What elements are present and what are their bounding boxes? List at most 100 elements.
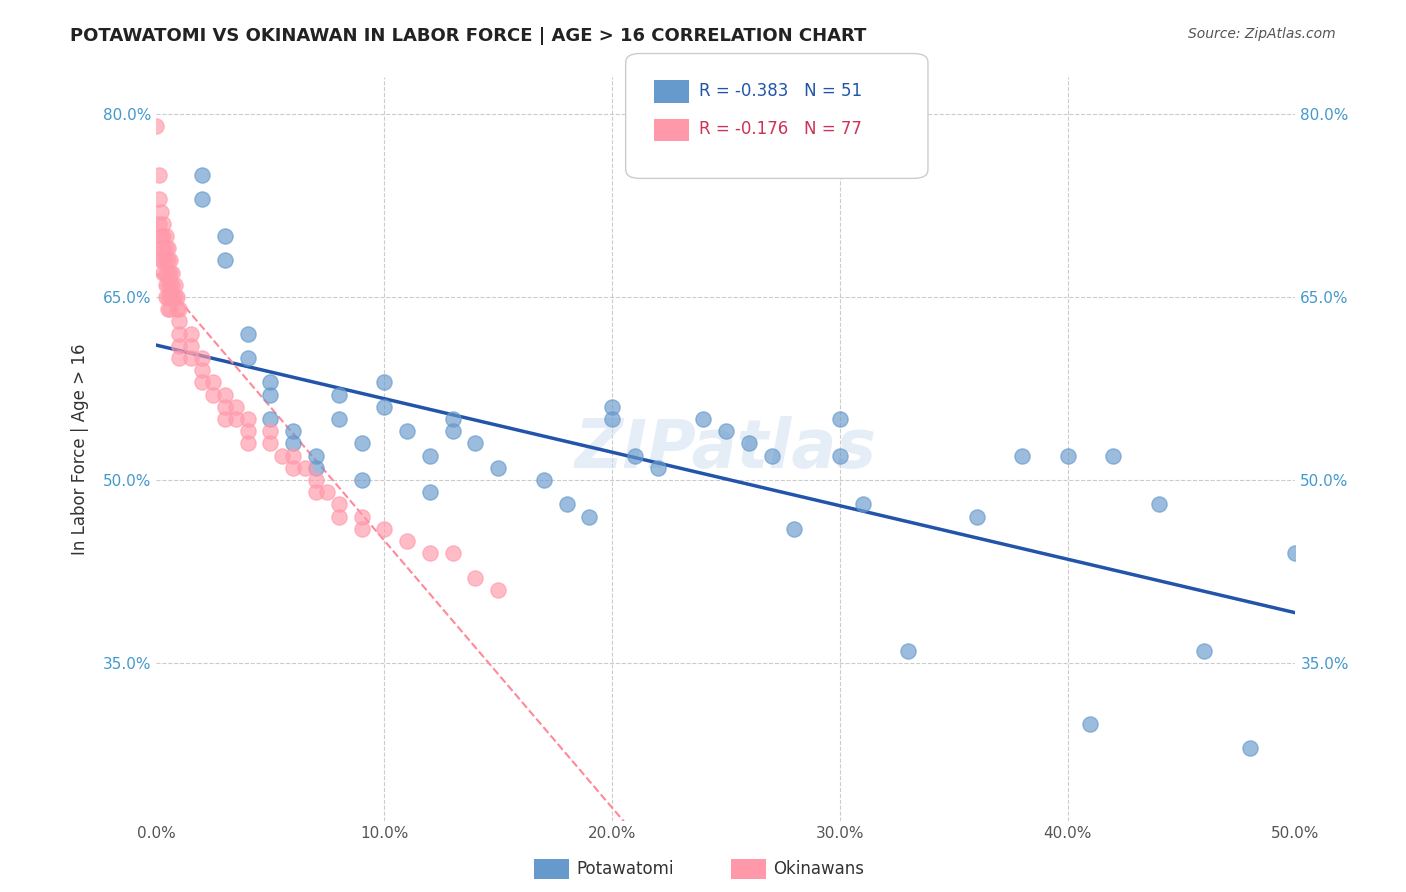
Point [191, 193, 214, 207]
Point [578, 509, 600, 524]
Point [152, 253, 174, 268]
Point [259, 387, 281, 401]
Point [152, 266, 174, 280]
Point [350, 473, 373, 487]
Point [214, 400, 236, 414]
Point [156, 241, 179, 255]
Point [441, 424, 464, 438]
Point [236, 412, 259, 426]
Point [783, 522, 806, 536]
Point [214, 412, 236, 426]
Point [166, 290, 188, 304]
Point [236, 424, 259, 438]
Point [328, 497, 350, 511]
Point [1284, 546, 1306, 560]
Point [150, 241, 173, 255]
Point [316, 485, 339, 500]
Point [305, 473, 328, 487]
Point [225, 412, 247, 426]
Point [1102, 449, 1125, 463]
Point [533, 473, 555, 487]
Point [714, 424, 737, 438]
Point [214, 253, 236, 268]
Text: ZIPatlas: ZIPatlas [575, 417, 877, 483]
Point [159, 253, 181, 268]
Point [259, 436, 281, 450]
Point [328, 509, 350, 524]
Point [169, 326, 191, 341]
Point [145, 120, 167, 134]
Y-axis label: In Labor Force | Age > 16: In Labor Force | Age > 16 [72, 343, 89, 555]
Point [156, 277, 179, 292]
Point [555, 497, 578, 511]
Point [283, 460, 305, 475]
Point [647, 460, 669, 475]
Text: Source: ZipAtlas.com: Source: ZipAtlas.com [1188, 27, 1336, 41]
Point [155, 241, 177, 255]
Point [1011, 449, 1033, 463]
Point [156, 253, 179, 268]
Point [283, 424, 305, 438]
Point [159, 277, 181, 292]
Point [1056, 449, 1078, 463]
Point [692, 412, 714, 426]
Point [202, 387, 225, 401]
Point [486, 582, 509, 597]
Point [166, 302, 188, 317]
Text: Potawatomi: Potawatomi [576, 860, 673, 878]
Point [600, 400, 623, 414]
Point [180, 326, 202, 341]
Point [236, 436, 259, 450]
Point [259, 424, 281, 438]
Point [738, 436, 761, 450]
Point [1147, 497, 1170, 511]
Point [155, 266, 177, 280]
Point [441, 412, 464, 426]
Point [180, 339, 202, 353]
Point [148, 217, 170, 231]
Point [486, 460, 509, 475]
Point [1239, 741, 1261, 756]
Point [283, 449, 305, 463]
Point [155, 253, 177, 268]
Text: R = -0.383   N = 51: R = -0.383 N = 51 [699, 82, 862, 100]
Point [419, 485, 441, 500]
Point [155, 290, 177, 304]
Point [150, 229, 173, 244]
Point [162, 277, 184, 292]
Point [419, 546, 441, 560]
Point [1194, 643, 1216, 657]
Point [159, 266, 181, 280]
Point [283, 436, 305, 450]
Text: POTAWATOMI VS OKINAWAN IN LABOR FORCE | AGE > 16 CORRELATION CHART: POTAWATOMI VS OKINAWAN IN LABOR FORCE | … [70, 27, 866, 45]
Point [305, 460, 328, 475]
Point [180, 351, 202, 365]
Point [396, 424, 419, 438]
Point [259, 412, 281, 426]
Point [828, 449, 851, 463]
Point [328, 412, 350, 426]
Point [305, 449, 328, 463]
Point [294, 460, 316, 475]
Point [156, 290, 179, 304]
Point [259, 376, 281, 390]
Point [624, 449, 647, 463]
Point [191, 351, 214, 365]
Point [373, 400, 395, 414]
Point [761, 449, 783, 463]
Point [966, 509, 988, 524]
Point [191, 376, 214, 390]
Point [600, 412, 623, 426]
Point [156, 266, 179, 280]
Point [159, 302, 181, 317]
Point [1080, 717, 1102, 731]
Point [148, 168, 170, 182]
Point [191, 168, 214, 182]
Point [169, 351, 191, 365]
Point [852, 497, 875, 511]
Point [155, 229, 177, 244]
Point [150, 204, 173, 219]
Point [202, 376, 225, 390]
Point [159, 290, 181, 304]
Point [150, 253, 173, 268]
